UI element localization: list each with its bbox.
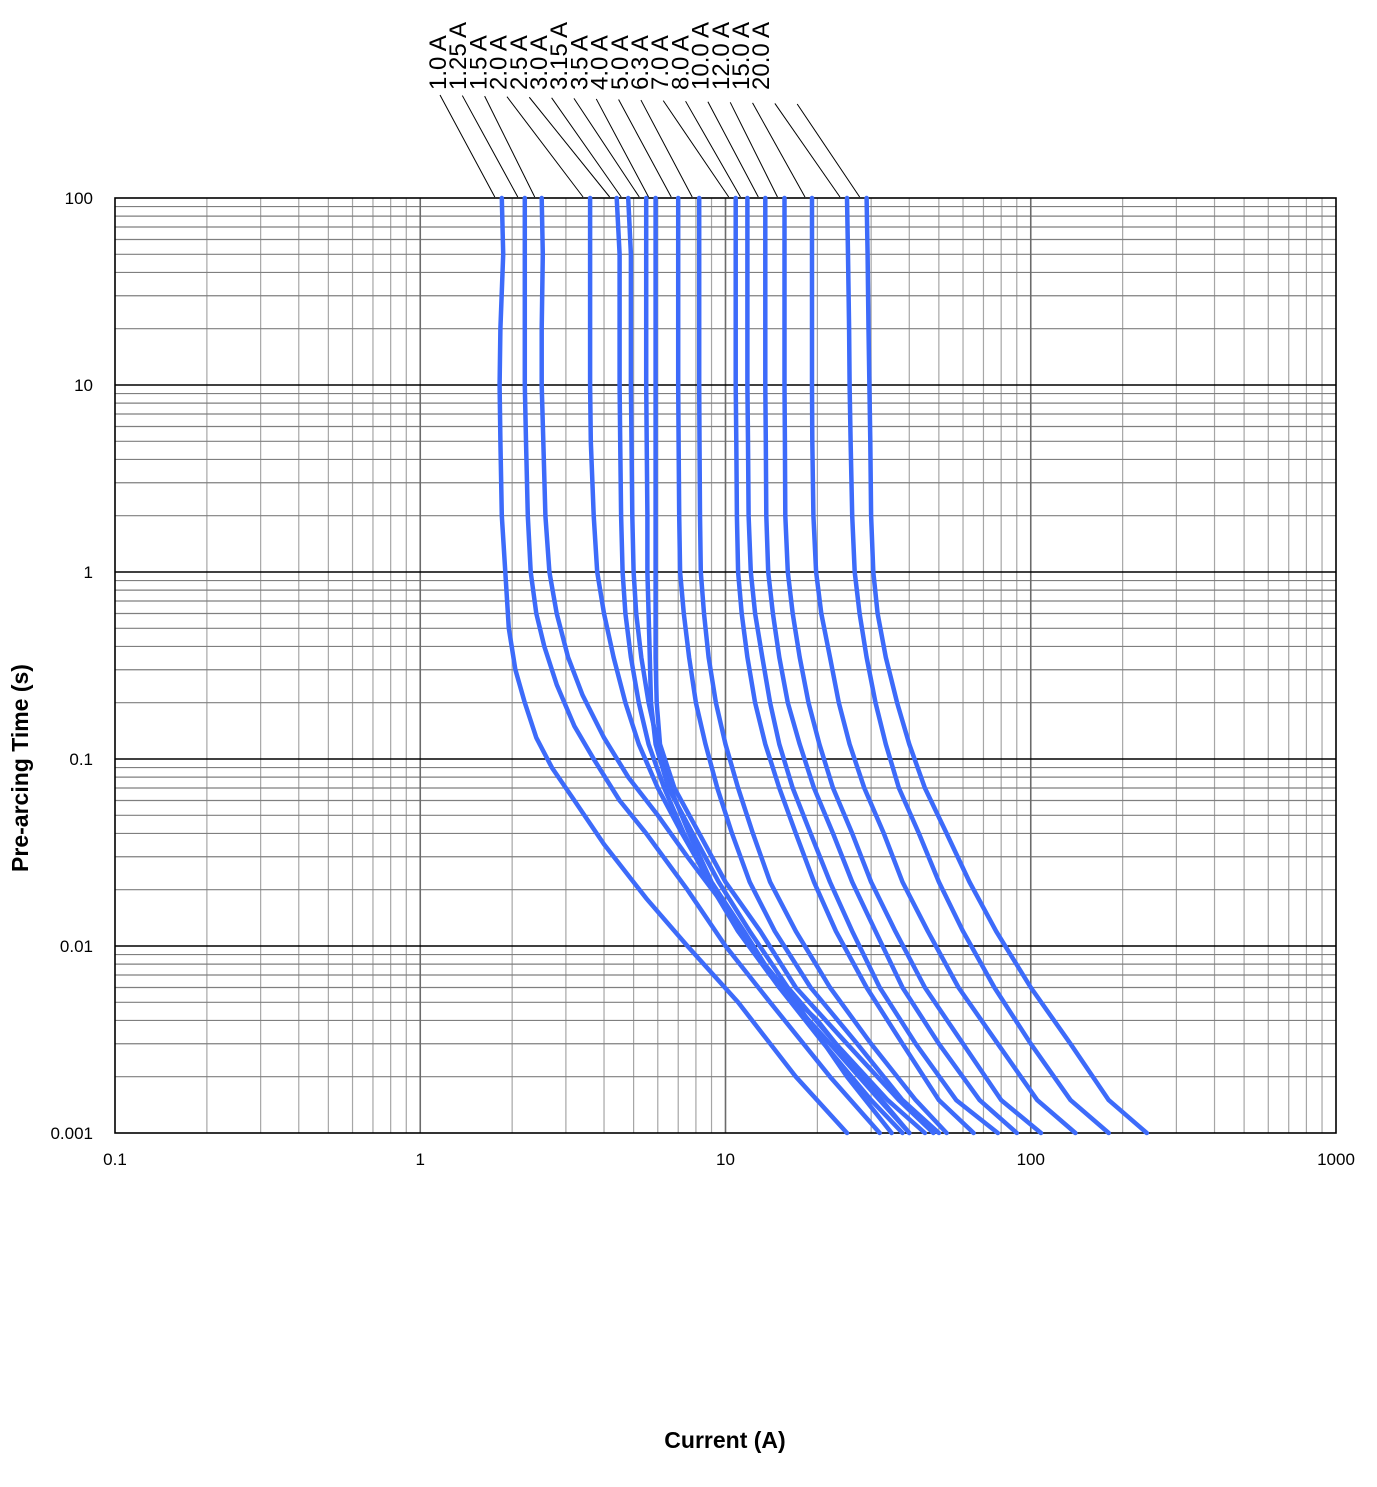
curve-6-3-a (733, 195, 976, 1136)
curve-leader-line (752, 102, 806, 198)
curve-leader-lines (439, 94, 861, 198)
curve-label: 10.0 A (688, 22, 715, 90)
x-tick-label: 0.1 (103, 1150, 127, 1169)
curve-leader-line (506, 96, 584, 198)
y-axis-tick-labels: 0.001 0.01 0.1 1 10 100 (50, 189, 93, 1143)
curve-leader-line (551, 97, 622, 198)
x-axis-tick-labels: 0.1 1 10 100 1000 (103, 1150, 1355, 1169)
curve-leader-line (484, 95, 536, 198)
curve-3-5-a (653, 195, 936, 1136)
y-tick-label: 0.1 (69, 750, 93, 769)
curve-7-0-a (745, 195, 1001, 1136)
curve-leader-line (796, 103, 861, 198)
curve-3-0-a (625, 195, 912, 1136)
y-tick-label: 1 (84, 563, 93, 582)
curve-label: 3.15 A (546, 22, 573, 90)
curve-label: 7.0 A (647, 35, 674, 90)
curve-leader-line (573, 98, 640, 198)
curve-label: 8.0 A (667, 35, 694, 90)
curve-label: 12.0 A (708, 22, 735, 90)
curve-label: 1.0 A (425, 35, 452, 90)
curve-label: 6.3 A (627, 35, 654, 90)
curve-label: 3.5 A (566, 35, 593, 90)
curve-12-0-a (809, 195, 1078, 1136)
y-tick-label: 10 (74, 376, 93, 395)
curve-label: 1.25 A (445, 22, 472, 90)
curve-label: 5.0 A (607, 35, 634, 90)
curve-1-25-a (522, 195, 882, 1136)
curve-leader-line (439, 94, 496, 198)
curve-4-0-a (675, 195, 942, 1136)
curve-leader-line (595, 98, 649, 198)
fuse-curves (497, 195, 1150, 1136)
curve-leader-line (640, 99, 693, 198)
curve-label: 4.0 A (587, 35, 614, 90)
x-tick-label: 1000 (1317, 1150, 1355, 1169)
curve-labels: 1.0 A1.25 A1.5 A2.0 A2.5 A3.0 A3.15 A3.5… (425, 22, 775, 90)
x-axis-title: Current (A) (664, 1427, 785, 1453)
curve-label: 15.0 A (728, 22, 755, 90)
curve-15-0-a (844, 195, 1111, 1136)
curve-leader-line (707, 101, 759, 198)
curve-leader-line (461, 95, 519, 198)
curve-leader-line (662, 100, 730, 198)
curve-10-0-a (782, 195, 1044, 1136)
curve-leader-line (528, 96, 611, 198)
x-tick-label: 100 (1017, 1150, 1045, 1169)
curve-1-0-a (497, 195, 850, 1136)
curve-label: 20.0 A (748, 22, 775, 90)
y-tick-label: 0.01 (60, 937, 93, 956)
curve-leader-line (618, 99, 672, 198)
y-tick-label: 100 (65, 189, 93, 208)
plot-area-frame (114, 197, 1337, 1134)
curve-20-0-a (864, 195, 1150, 1136)
curve-label: 2.0 A (486, 35, 513, 90)
y-axis-title: Pre-arcing Time (s) (7, 664, 33, 872)
curve-label: 3.0 A (526, 35, 553, 90)
curve-leader-line (729, 102, 778, 198)
curve-leader-line (774, 103, 841, 198)
curve-8-0-a (763, 195, 1020, 1136)
x-tick-label: 10 (716, 1150, 735, 1169)
curve-3-15-a (643, 195, 928, 1136)
curve-label: 1.5 A (465, 35, 492, 90)
curve-label: 2.5 A (506, 35, 533, 90)
curve-5-0-a (696, 195, 949, 1136)
x-tick-label: 1 (416, 1150, 425, 1169)
y-tick-label: 0.001 (50, 1124, 93, 1143)
curve-leader-line (685, 100, 741, 198)
